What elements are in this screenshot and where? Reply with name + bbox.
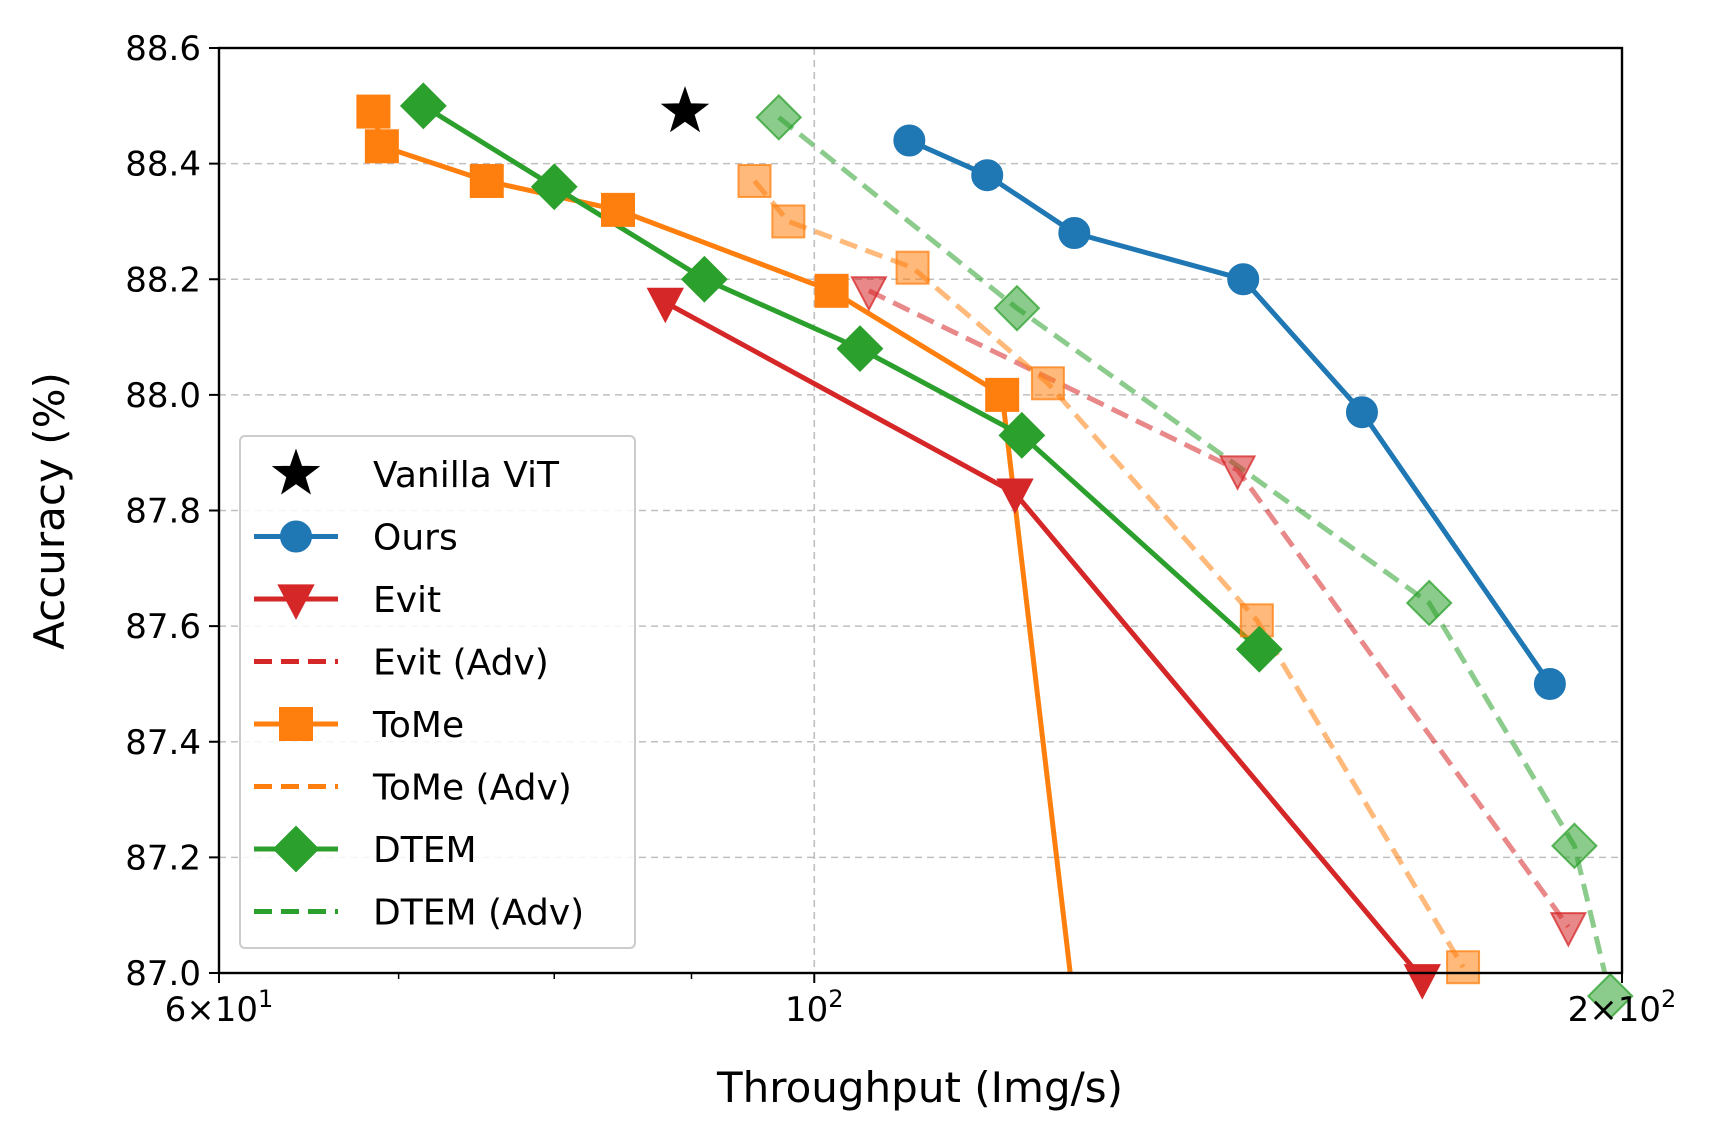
data-point-evit <box>996 478 1034 515</box>
data-point-dtem <box>1235 625 1283 673</box>
data-point-dtem <box>836 325 884 373</box>
data-point-tome-adv <box>771 204 806 239</box>
legend-box <box>239 435 636 949</box>
axes: 87.0 87.2 87.4 87.6 87.8 88.0 88.2 88.4 88.6 6×10… <box>125 29 1676 1030</box>
legend-label: DTEM <box>373 830 477 871</box>
legend-label: Evit <box>373 580 441 621</box>
y-tick-label: 87.6 <box>125 607 201 647</box>
y-tick-label: 87.8 <box>125 492 201 532</box>
data-point-dtem-adv <box>1405 579 1453 627</box>
series-line-dtem <box>421 103 1261 652</box>
data-point-dtem-adv <box>1551 822 1598 870</box>
legend-marker <box>272 825 320 873</box>
data-point-tome <box>364 129 399 164</box>
data-point-evit-adv <box>850 276 888 312</box>
y-tick-label: 87.2 <box>125 838 201 878</box>
x-tick-label: 2×102 <box>1568 985 1677 1030</box>
data-point-tome <box>814 273 849 308</box>
data-point-dtem-adv <box>1586 972 1634 1020</box>
data-point-dtem-adv <box>993 284 1041 332</box>
legend-label: Ours <box>373 518 458 559</box>
data-point-dtem <box>998 411 1046 459</box>
legend-marker <box>279 707 313 741</box>
legend-label: ToMe (Adv) <box>372 768 572 809</box>
data-point-ours <box>1227 263 1260 296</box>
data-point-dtem <box>530 163 578 211</box>
data-point-dtem <box>399 82 447 130</box>
data-point-evit-adv <box>1549 912 1588 948</box>
data-point-tome-adv <box>1446 950 1481 985</box>
y-tick-label: 88.4 <box>125 145 201 185</box>
x-axis-title: Throughput (Img/s) <box>716 1063 1123 1112</box>
data-point-tome-adv <box>1030 366 1065 401</box>
y-axis-title: Accuracy (%) <box>25 372 74 650</box>
data-point-tome <box>469 163 504 198</box>
legend-marker <box>277 584 315 620</box>
data-point-ours <box>971 159 1004 192</box>
legend-label: Evit (Adv) <box>373 643 549 684</box>
legend-marker <box>271 448 321 495</box>
legend-marker <box>280 520 312 553</box>
legend-label: ToMe <box>372 705 464 746</box>
legend-label: Vanilla ViT <box>373 455 560 496</box>
x-tick-label: 6×101 <box>165 985 274 1030</box>
data-point-tome-adv <box>895 250 930 285</box>
data-point-ours <box>1058 217 1091 249</box>
x-tick-label: 102 <box>785 985 844 1030</box>
data-point-evit-adv <box>1218 455 1257 491</box>
data-point-evit <box>646 287 684 324</box>
legend: Vanilla ViT Ours Evit Evit (Adv) ToMe ToMe (A… <box>239 435 636 949</box>
data-point-vanilla-vit <box>660 86 710 133</box>
y-tick-label: 87.0 <box>125 954 201 994</box>
y-tick-label: 88.6 <box>125 29 201 69</box>
marker-layer <box>356 82 1634 1020</box>
data-point-tome <box>601 192 636 227</box>
data-point-tome <box>985 377 1020 412</box>
data-point-ours <box>893 124 926 157</box>
data-point-dtem-adv <box>755 93 803 141</box>
y-tick-label: 88.0 <box>125 376 201 416</box>
data-point-ours <box>1533 667 1566 700</box>
y-tick-label: 88.2 <box>125 260 201 300</box>
legend-label: DTEM (Adv) <box>373 893 584 934</box>
data-point-dtem <box>680 255 728 303</box>
data-point-tome <box>356 94 391 129</box>
data-point-tome-adv <box>737 163 772 198</box>
data-point-ours <box>1345 396 1378 429</box>
y-tick-label: 87.4 <box>125 723 201 763</box>
